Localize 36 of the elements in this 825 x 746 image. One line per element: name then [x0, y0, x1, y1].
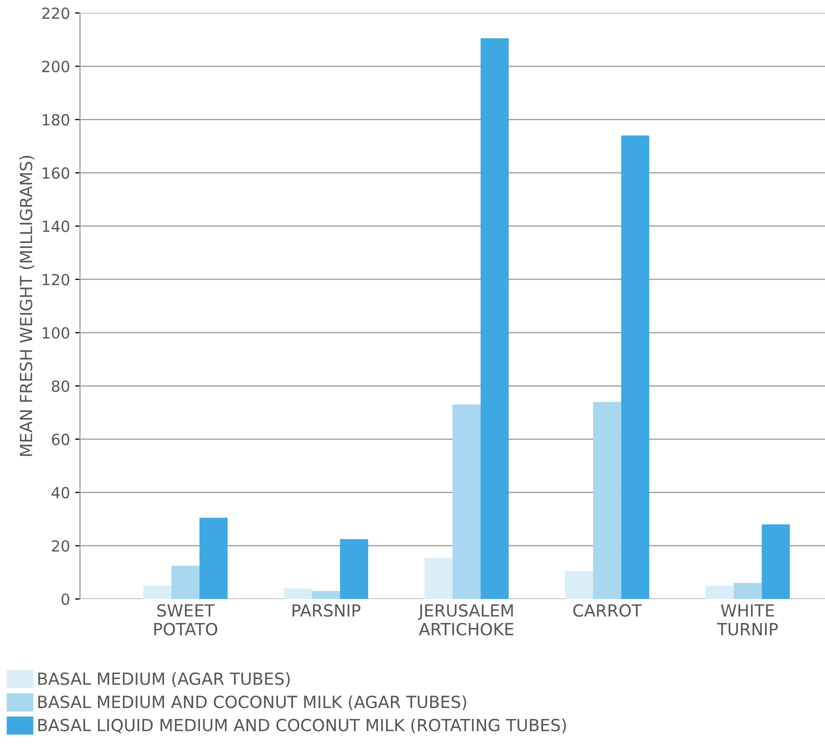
- bar: [621, 136, 650, 599]
- y-tick-label: 60: [52, 434, 70, 446]
- bar: [424, 558, 452, 599]
- x-tick-label: WHITE TURNIP: [716, 604, 778, 636]
- bar: [706, 586, 734, 599]
- y-tick-label: 20: [52, 540, 70, 552]
- y-tick-label: 80: [52, 380, 70, 392]
- y-axis-title: MEAN FRESH WEIGHT (MILLIGRAMS): [19, 156, 34, 456]
- legend-label: BASAL MEDIUM AND COCONUT MILK (AGAR TUBES): [38, 695, 466, 710]
- bar: [762, 524, 790, 599]
- bar: [452, 404, 481, 599]
- legend-label: BASAL MEDIUM (AGAR TUBES): [38, 672, 290, 687]
- y-tick-label: 180: [42, 114, 70, 126]
- x-tick-label: SWEET POTATO: [154, 604, 218, 636]
- bar: [734, 583, 762, 599]
- x-tick-label: PARSNIP: [292, 604, 360, 617]
- y-tick-label: 40: [52, 486, 70, 498]
- x-tick-label: JERUSALEM ARTICHOKE: [418, 604, 514, 636]
- y-tick-label: 200: [42, 60, 70, 72]
- bar: [312, 591, 340, 599]
- y-tick-label: 0: [62, 593, 70, 606]
- bar: [564, 571, 594, 599]
- legend-label: BASAL LIQUID MEDIUM AND COCONUT MILK (ROTATING TUBES): [38, 718, 566, 734]
- bar: [480, 38, 509, 599]
- bar: [284, 588, 312, 599]
- bar: [593, 402, 622, 599]
- y-tick-label: 160: [42, 167, 70, 179]
- y-tick-label: 140: [42, 220, 70, 232]
- y-tick-label: 120: [42, 274, 70, 286]
- x-tick-label: CARROT: [573, 604, 642, 617]
- bar: [340, 539, 368, 599]
- bar: [171, 566, 200, 599]
- bar: [199, 518, 228, 599]
- y-tick-label: 220: [42, 7, 70, 20]
- bar: [143, 586, 172, 599]
- y-tick-label: 100: [42, 327, 70, 339]
